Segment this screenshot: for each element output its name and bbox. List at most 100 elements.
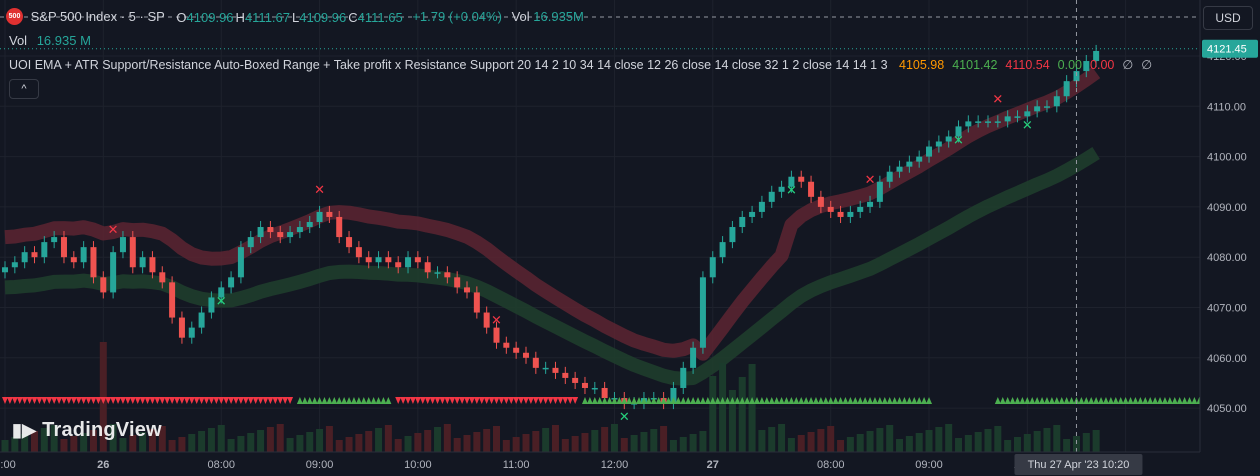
volume-bar bbox=[542, 428, 550, 452]
volume-bar bbox=[247, 433, 255, 452]
tradingview-logo-icon: ▮▶ bbox=[12, 420, 37, 440]
up-triangle bbox=[1102, 397, 1109, 404]
volume-bar bbox=[522, 434, 530, 452]
down-triangle bbox=[429, 397, 436, 404]
volume-bar bbox=[945, 424, 953, 452]
down-triangle bbox=[174, 397, 181, 404]
signal-triangles bbox=[2, 397, 1237, 404]
volume-bar bbox=[119, 438, 127, 452]
candle bbox=[1053, 90, 1060, 113]
up-triangle bbox=[1068, 397, 1075, 404]
up-triangle bbox=[729, 397, 736, 404]
up-triangle bbox=[994, 397, 1001, 404]
tradingview-watermark[interactable]: ▮▶ TradingView bbox=[12, 419, 162, 442]
vol-label: Vol bbox=[9, 33, 28, 48]
candle bbox=[1063, 75, 1070, 103]
x-tick-label: 09:00 bbox=[306, 459, 334, 471]
volume-bar bbox=[561, 439, 569, 452]
up-triangle bbox=[1107, 397, 1114, 404]
y-tick-label: 4090.00 bbox=[1207, 202, 1247, 214]
up-triangle bbox=[999, 397, 1006, 404]
volume-bar bbox=[689, 434, 697, 452]
candle bbox=[739, 210, 746, 234]
down-triangle bbox=[400, 397, 407, 404]
down-triangle bbox=[272, 397, 279, 404]
volume-bar bbox=[384, 425, 392, 452]
up-triangle bbox=[601, 397, 608, 404]
candle bbox=[41, 236, 48, 264]
up-triangle bbox=[670, 397, 677, 404]
down-triangle bbox=[223, 397, 230, 404]
indicator-value: 4105.98 bbox=[899, 58, 945, 72]
candle bbox=[945, 130, 952, 148]
up-triangle bbox=[606, 397, 613, 404]
up-triangle bbox=[714, 397, 721, 404]
up-triangle bbox=[734, 397, 741, 404]
candle bbox=[464, 281, 471, 299]
candle bbox=[375, 251, 382, 269]
indicator-values: 4105.98 4101.42 4110.54 0.00 0.00 ∅ ∅ bbox=[891, 58, 1152, 72]
x-tick-label: 12:00 bbox=[601, 459, 629, 471]
up-triangle bbox=[808, 397, 815, 404]
volume-bar bbox=[168, 440, 176, 452]
down-triangle bbox=[218, 397, 225, 404]
up-triangle bbox=[621, 397, 628, 404]
up-triangle bbox=[1053, 397, 1060, 404]
volume-bar bbox=[345, 437, 353, 452]
candles bbox=[2, 44, 1100, 410]
volume-bars bbox=[1, 342, 1100, 452]
y-tick-label: 4080.00 bbox=[1207, 252, 1247, 264]
candle bbox=[100, 271, 107, 299]
up-triangle bbox=[665, 397, 672, 404]
down-triangle bbox=[11, 397, 18, 404]
down-triangle bbox=[282, 397, 289, 404]
candle bbox=[798, 170, 805, 188]
candle bbox=[346, 231, 353, 254]
up-triangle bbox=[355, 397, 362, 404]
candle bbox=[60, 231, 67, 264]
symbol-legend: 500 S&P 500 Index · 5 · SP O4109.96 H4111… bbox=[6, 8, 584, 26]
down-triangle bbox=[409, 397, 416, 404]
volume-bar bbox=[306, 432, 314, 452]
volume-bar bbox=[837, 440, 845, 452]
candle bbox=[257, 220, 264, 244]
price-axis[interactable] bbox=[1200, 0, 1260, 476]
down-triangle bbox=[75, 397, 82, 404]
down-triangle bbox=[198, 397, 205, 404]
ohlc-label-o: O bbox=[176, 9, 187, 25]
indicator-value: 4110.54 bbox=[1005, 58, 1050, 72]
down-triangle bbox=[139, 397, 146, 404]
volume-bar bbox=[424, 430, 432, 452]
down-triangle bbox=[51, 397, 58, 404]
y-tick-label: 4070.00 bbox=[1207, 303, 1247, 315]
time-axis[interactable] bbox=[0, 452, 1200, 476]
down-triangle bbox=[85, 397, 92, 404]
down-triangle bbox=[527, 397, 534, 404]
volume-bar bbox=[316, 429, 324, 452]
candle bbox=[719, 236, 726, 264]
up-triangle bbox=[832, 397, 839, 404]
candle bbox=[2, 261, 8, 279]
collapse-legend-button[interactable]: ^ bbox=[9, 79, 39, 99]
down-triangle bbox=[16, 397, 23, 404]
up-triangle bbox=[1157, 397, 1164, 404]
symbol-title[interactable]: S&P 500 Index · 5 · SP bbox=[30, 9, 165, 25]
candle bbox=[867, 195, 874, 213]
down-triangle bbox=[188, 397, 195, 404]
up-triangle bbox=[763, 397, 770, 404]
down-triangle bbox=[56, 397, 63, 404]
volume-bar bbox=[463, 435, 471, 452]
down-triangle bbox=[434, 397, 441, 404]
down-triangle bbox=[154, 397, 161, 404]
down-triangle bbox=[183, 397, 190, 404]
last-price-label: 4121.45 bbox=[1207, 44, 1247, 56]
volume-bar bbox=[768, 427, 776, 452]
candle bbox=[424, 256, 431, 279]
volume-bar bbox=[709, 376, 717, 452]
volume-bar bbox=[1033, 431, 1041, 452]
currency-button[interactable]: USD bbox=[1203, 6, 1253, 30]
up-triangle bbox=[793, 397, 800, 404]
down-triangle bbox=[464, 397, 471, 404]
indicator-legend[interactable]: UOI EMA + ATR Support/Resistance Auto-Bo… bbox=[9, 57, 1152, 72]
